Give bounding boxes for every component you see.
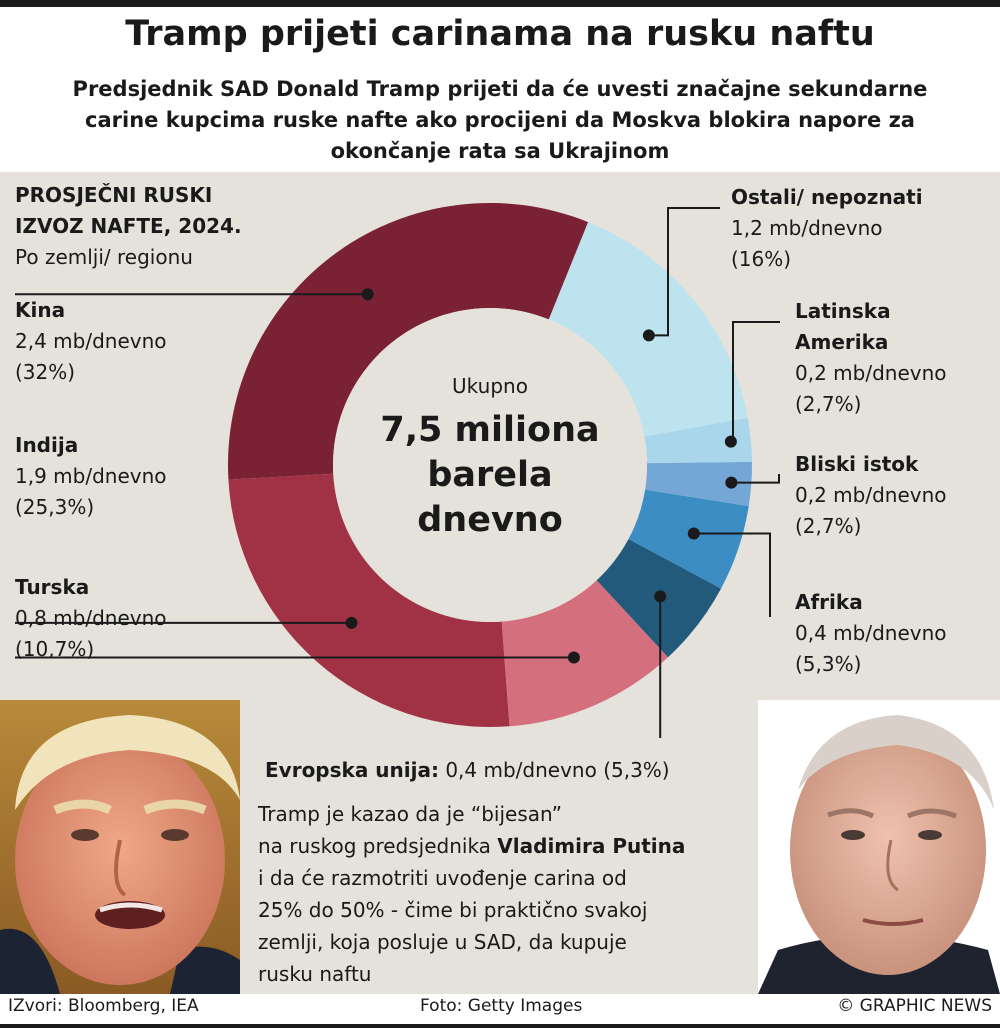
label-indija-percent: (25,3%)	[15, 495, 95, 519]
label-ostali-value: 1,2 mb/dnevno	[731, 216, 883, 240]
slice-bliski-istok	[645, 461, 753, 507]
leader-dot-evropska-unija	[654, 590, 667, 603]
footer-photo-credit: Foto: Getty Images	[420, 996, 583, 1016]
label-bliski-istok: Bliski istok 0,2 mb/dnevno (2,7%)	[795, 449, 947, 542]
leader-dot-afrika	[687, 527, 700, 540]
bottom-rule	[0, 1024, 1000, 1028]
leader-line-afrika	[693, 532, 771, 617]
top-rule	[0, 0, 1000, 7]
chart-heading-line-3: Po zemlji/ regionu	[15, 245, 193, 269]
article-line-2-text: na ruskog predsjednika	[258, 834, 498, 858]
article-line-1: Tramp je kazao da je “bijesan”	[258, 802, 562, 826]
leader-dot-latinska-amerika	[724, 435, 737, 448]
leader-line-ostali-nepoznati	[648, 207, 720, 337]
label-eu-name: Evropska unija	[265, 758, 431, 782]
chart-heading-line-2: IZVOZ NAFTE, 2024.	[15, 214, 242, 238]
label-afrika-name: Afrika	[795, 590, 863, 614]
leader-line-bliski-istok	[731, 474, 780, 484]
label-latinska-amerika: Latinska Amerika 0,2 mb/dnevno (2,7%)	[795, 296, 947, 420]
page-title: Tramp prijeti carinama na rusku naftu	[125, 14, 875, 54]
leader-dot-indija	[345, 616, 358, 629]
article-line-4: 25% do 50% - čime bi praktično svakoj	[258, 898, 648, 922]
label-kina-percent: (32%)	[15, 360, 76, 384]
footer-sources: IZvori: Bloomberg, IEA	[8, 996, 199, 1016]
label-latinska-amerika-name-1: Latinska	[795, 299, 891, 323]
label-latinska-amerika-name-2: Amerika	[795, 330, 889, 354]
label-kina-value: 2,4 mb/dnevno	[15, 329, 167, 353]
slice-indija	[228, 473, 510, 727]
label-eu-value: 0,4 mb/dnevno (5,3%)	[445, 758, 670, 782]
leader-dot-bliski-istok	[725, 476, 738, 489]
donut-hole	[333, 308, 647, 622]
total-value-line-2: barela	[427, 455, 553, 495]
label-turska-value: 0,8 mb/dnevno	[15, 606, 167, 630]
label-ostali-percent: (16%)	[731, 247, 792, 271]
label-ostali-name: Ostali/ nepoznati	[731, 185, 923, 209]
total-value-line-1: 7,5 miliona	[380, 410, 600, 450]
label-kina: Kina 2,4 mb/dnevno (32%)	[15, 295, 167, 388]
chart-heading: PROSJEČNI RUSKI IZVOZ NAFTE, 2024. Po ze…	[15, 180, 242, 273]
label-afrika: Afrika 0,4 mb/dnevno (5,3%)	[795, 587, 947, 680]
leader-dot-ostali-nepoznati	[642, 329, 655, 342]
label-kina-name: Kina	[15, 298, 66, 322]
total-value: 7,5 miliona barela dnevno	[345, 408, 635, 543]
label-latinska-amerika-value: 0,2 mb/dnevno	[795, 361, 947, 385]
putin-name: Vladimira Putina	[497, 834, 686, 858]
label-eu: Evropska unija: 0,4 mb/dnevno (5,3%)	[265, 758, 670, 782]
label-indija: Indija 1,9 mb/dnevno (25,3%)	[15, 430, 167, 523]
leader-dot-kina	[361, 288, 374, 301]
article-line-6: rusku naftu	[258, 962, 372, 986]
label-afrika-percent: (5,3%)	[795, 652, 862, 676]
slice-kina	[227, 203, 589, 480]
slice-afrika	[628, 489, 749, 589]
article-text: Tramp je kazao da je “bijesan” na ruskog…	[258, 798, 738, 990]
label-latinska-amerika-percent: (2,7%)	[795, 392, 862, 416]
label-indija-name: Indija	[15, 433, 79, 457]
putin-photo	[758, 700, 1000, 994]
slice-turska	[501, 580, 669, 727]
label-bliski-istok-name: Bliski istok	[795, 452, 919, 476]
label-bliski-istok-percent: (2,7%)	[795, 514, 862, 538]
label-turska-name: Turska	[15, 575, 90, 599]
chart-heading-line-1: PROSJEČNI RUSKI	[15, 183, 213, 207]
label-afrika-value: 0,4 mb/dnevno	[795, 621, 947, 645]
page-subtitle: Predsjednik SAD Donald Tramp prijeti da …	[72, 77, 928, 163]
label-bliski-istok-value: 0,2 mb/dnevno	[795, 483, 947, 507]
slice-ostali-nepoznati	[548, 222, 748, 437]
trump-photo	[0, 700, 240, 994]
slice-latinska-amerika	[644, 417, 752, 464]
label-turska-percent: (10,7%)	[15, 637, 95, 661]
label-indija-value: 1,9 mb/dnevno	[15, 464, 167, 488]
footer-copyright: © GRAPHIC NEWS	[837, 996, 992, 1016]
label-ostali: Ostali/ nepoznati 1,2 mb/dnevno (16%)	[731, 182, 923, 275]
total-label: Ukupno	[452, 374, 528, 398]
leader-dot-turska	[567, 651, 580, 664]
total-value-line-3: dnevno	[417, 500, 563, 540]
article-line-5: zemlji, koja posluje u SAD, da kupuje	[258, 930, 627, 954]
article-line-3: i da će razmotriti uvođenje carina od	[258, 866, 627, 890]
label-turska: Turska 0,8 mb/dnevno (10,7%)	[15, 572, 167, 665]
article-line-2: na ruskog predsjednika Vladimira Putina	[258, 830, 738, 862]
